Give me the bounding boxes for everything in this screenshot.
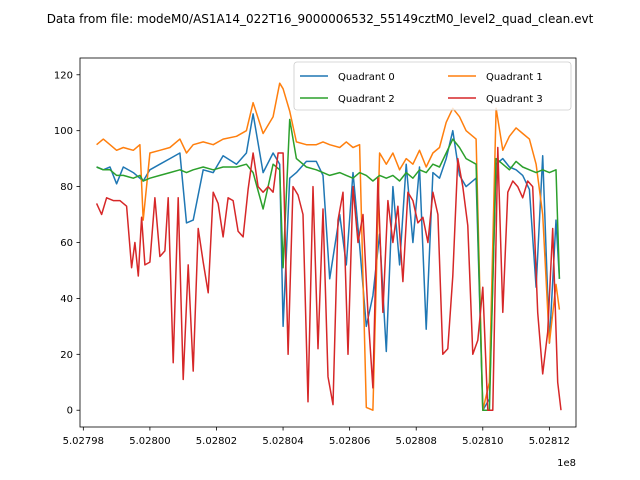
y-tick-label: 0 [67,406,73,417]
y-tick-label: 60 [60,238,73,249]
chart: Data from file: modeM0/AS1A14_022T16_900… [0,0,640,480]
y-tick-label: 20 [60,350,73,361]
series-layer [97,83,561,410]
x-tick-label: 5.02800 [129,436,170,447]
y-tick-label: 100 [54,126,73,137]
x-axis-offset-label: 1e8 [557,458,576,469]
legend-label-quadrant-2: Quadrant 2 [338,94,395,105]
legend-label-quadrant-0: Quadrant 0 [338,72,395,83]
x-tick-label: 5.02798 [63,436,104,447]
legend-label-quadrant-3: Quadrant 3 [486,94,543,105]
y-tick-label: 80 [60,182,73,193]
y-tick-label: 120 [54,70,73,81]
x-tick-label: 5.02802 [196,436,237,447]
x-tick-label: 5.02808 [396,436,437,447]
legend: Quadrant 0 Quadrant 1 Quadrant 2 Quadrant 3 [294,62,571,110]
x-tick-label: 5.02810 [462,436,503,447]
legend-label-quadrant-1: Quadrant 1 [486,72,543,83]
y-tick-label: 40 [60,294,73,305]
x-tick-label: 5.02804 [262,436,303,447]
x-tick-label: 5.02806 [329,436,370,447]
x-tick-label: 5.02812 [529,436,570,447]
chart-title: Data from file: modeM0/AS1A14_022T16_900… [47,12,594,26]
